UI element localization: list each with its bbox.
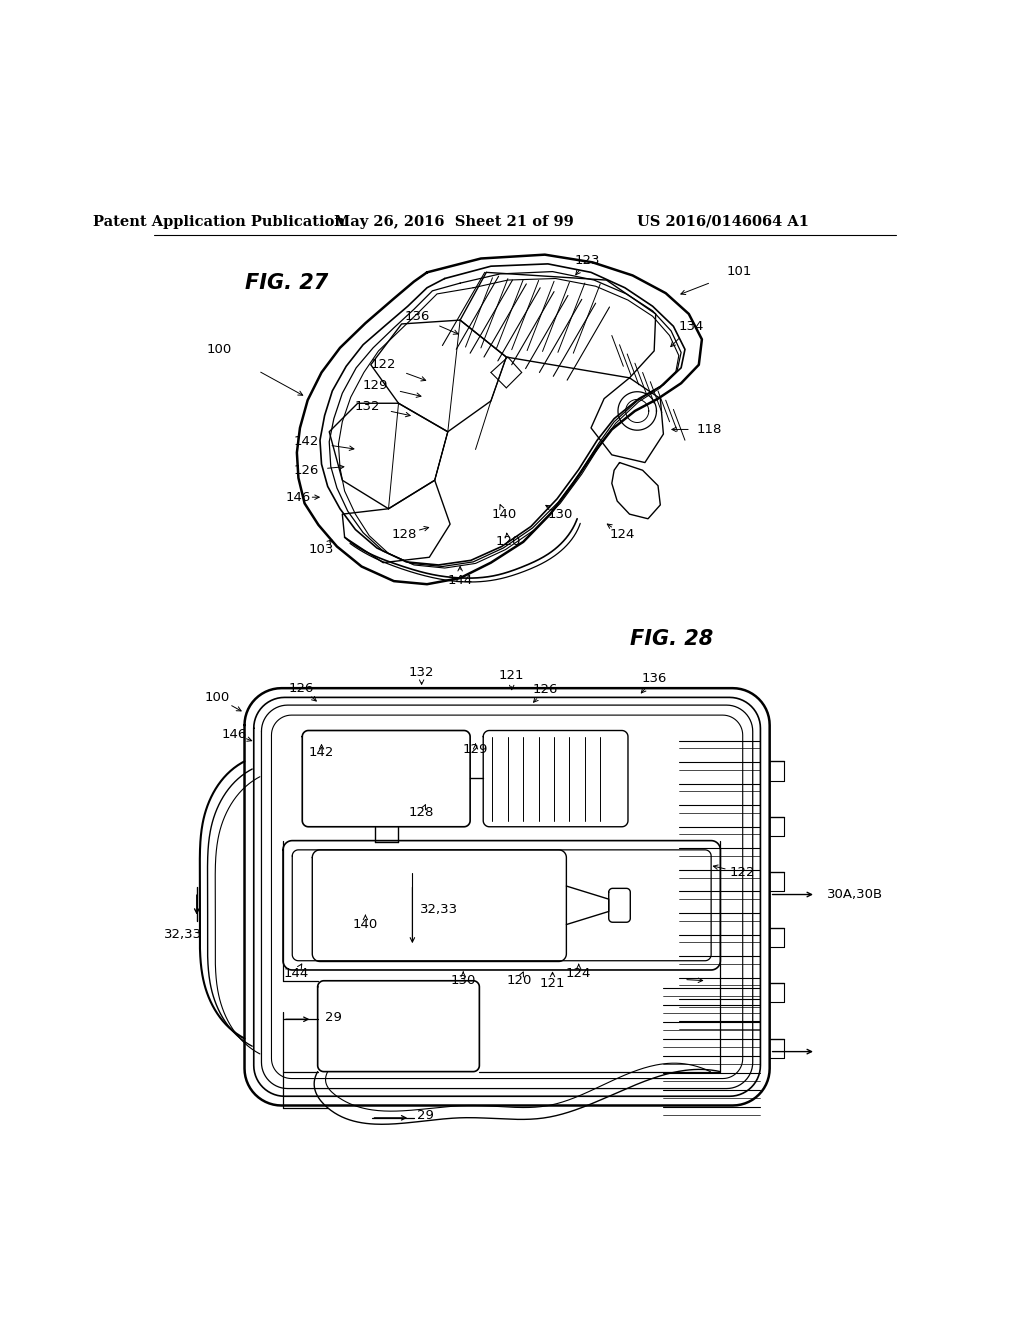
Text: 124: 124	[566, 966, 592, 979]
Text: 103: 103	[309, 543, 334, 556]
Text: 144: 144	[284, 966, 308, 979]
Text: 100: 100	[204, 690, 229, 704]
Text: 126: 126	[532, 684, 557, 696]
Text: 120: 120	[507, 974, 532, 987]
Text: May 26, 2016  Sheet 21 of 99: May 26, 2016 Sheet 21 of 99	[334, 215, 573, 228]
Text: Patent Application Publication: Patent Application Publication	[93, 215, 345, 228]
Text: US 2016/0146064 A1: US 2016/0146064 A1	[638, 215, 809, 228]
Text: 123: 123	[574, 255, 600, 268]
Text: 130: 130	[451, 974, 476, 987]
Text: 129: 129	[463, 743, 488, 756]
Text: 124: 124	[609, 528, 635, 541]
Text: 146: 146	[286, 491, 311, 504]
Text: 32,33: 32,33	[420, 903, 459, 916]
Text: 144: 144	[447, 574, 473, 587]
Text: 29: 29	[325, 1011, 342, 1024]
Text: 140: 140	[353, 917, 378, 931]
Text: 30A,30B: 30A,30B	[827, 888, 884, 902]
Text: 134: 134	[679, 319, 703, 333]
Text: 32,33: 32,33	[164, 928, 202, 941]
Text: 128: 128	[391, 528, 417, 541]
Text: 129: 129	[362, 379, 388, 392]
Text: 146: 146	[222, 727, 247, 741]
Text: 140: 140	[492, 508, 517, 520]
Text: 100: 100	[207, 343, 231, 356]
Text: 121: 121	[499, 669, 524, 682]
Text: 29: 29	[417, 1109, 434, 1122]
Text: 101: 101	[726, 265, 752, 279]
Text: 136: 136	[641, 672, 667, 685]
Text: 120: 120	[496, 536, 520, 548]
Text: 132: 132	[409, 667, 434, 680]
Text: 122: 122	[730, 866, 756, 879]
Text: 128: 128	[409, 807, 434, 820]
Text: 118: 118	[697, 422, 722, 436]
Text: 142: 142	[294, 436, 318, 449]
Text: 126: 126	[294, 463, 318, 477]
Text: 122: 122	[371, 358, 396, 371]
Text: 126: 126	[289, 681, 314, 694]
Text: FIG. 27: FIG. 27	[245, 273, 328, 293]
Text: 130: 130	[548, 508, 572, 520]
Text: 121: 121	[540, 977, 565, 990]
Text: FIG. 28: FIG. 28	[630, 628, 713, 649]
Text: 132: 132	[355, 400, 381, 413]
Text: 136: 136	[404, 310, 430, 323]
Text: 142: 142	[309, 746, 334, 759]
